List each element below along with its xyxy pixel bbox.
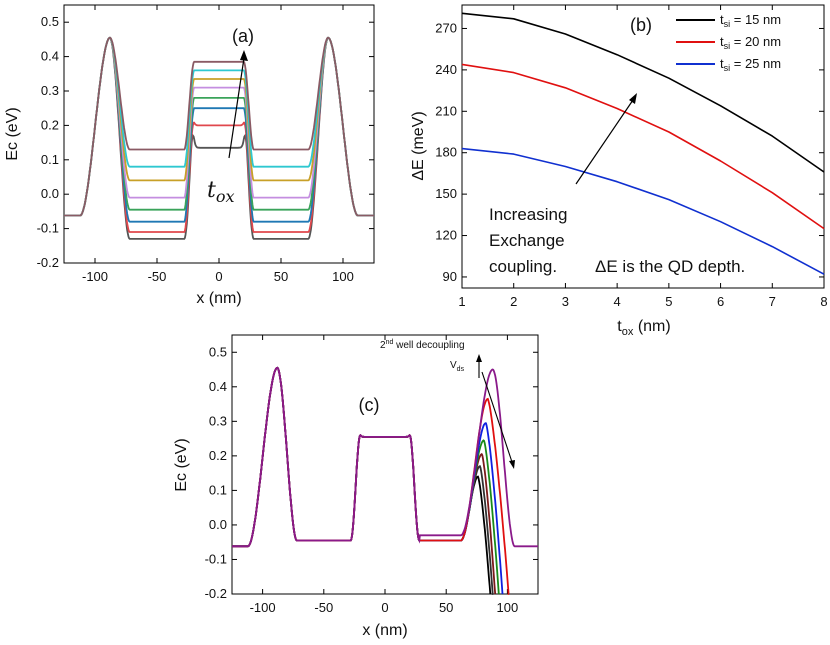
panel-b-annotation-line-1: Increasing	[489, 205, 567, 224]
panel-b: 1 2 3 4 5 6 7 8 90 120 150 180 210 240 2…	[410, 4, 828, 338]
panel-c-diag-arrowhead	[509, 460, 515, 469]
panel-b-series	[461, 12, 825, 275]
panel-b-series-line	[461, 63, 825, 230]
panel-c-ytick-label: 0.5	[209, 344, 227, 359]
panel-a-ytick-label: -0.2	[37, 255, 59, 270]
panel-c-ytick-label: -0.2	[205, 586, 227, 601]
panel-b-ytick-labels: 90 120 150 180 210 240 270	[435, 20, 457, 283]
panel-b-xtick-label: 8	[820, 294, 827, 309]
panel-b-ylabel: ΔE (meV)	[410, 111, 427, 180]
panel-c-xtick-label: -100	[250, 600, 276, 615]
panel-b-ytick-label: 150	[435, 186, 457, 201]
panel-a-ytick-label: 0.1	[41, 152, 59, 167]
legend-label-20nm: tsi = 20 nm	[720, 34, 781, 51]
panel-b-xtick-labels: 1 2 3 4 5 6 7 8	[458, 294, 827, 309]
panel-c-xtick-label: -50	[314, 600, 333, 615]
panel-c-xtick-labels: -100 -50 0 50 100	[250, 600, 519, 615]
panel-c-ytick-label: 0.3	[209, 413, 227, 428]
panel-b-arrowhead	[629, 93, 637, 104]
panel-b-xtick-label: 5	[665, 294, 672, 309]
panel-c-ytick-label: -0.1	[205, 551, 227, 566]
panel-c-xlabel: x (nm)	[362, 622, 407, 639]
panel-b-label: (b)	[630, 15, 652, 35]
panel-a-ytick-label: 0.5	[41, 14, 59, 29]
panel-b-frame	[461, 4, 825, 289]
panel-a-ytick-label: 0.2	[41, 117, 59, 132]
panel-b-annotation-line-2: Exchange	[489, 231, 565, 250]
panel-c-ticks	[232, 335, 538, 595]
panel-b-ticks	[461, 5, 825, 288]
panel-a-xtick-label: 50	[274, 269, 288, 284]
panel-a-xtick-label: -50	[148, 269, 167, 284]
panel-a-ytick-labels: -0.2 -0.1 0.0 0.1 0.2 0.3 0.4 0.5	[37, 14, 59, 270]
panel-a-ytick-label: 0.4	[41, 49, 59, 64]
panel-b-xtick-label: 1	[458, 294, 465, 309]
panel-a-xtick-labels: -100 -50 0 50 100	[82, 269, 354, 284]
panel-b-ytick-label: 120	[435, 228, 457, 243]
panel-c-ytick-labels: -0.2 -0.1 0.0 0.1 0.2 0.3 0.4 0.5	[205, 344, 227, 601]
panel-c-series-line	[232, 366, 538, 548]
panel-a-xlabel: x (nm)	[196, 290, 241, 307]
panel-a-tox-annotation: tox	[207, 178, 235, 206]
panel-c-ytick-label: 0.1	[209, 482, 227, 497]
panel-a-xtick-label: 0	[215, 269, 222, 284]
panel-b-xtick-label: 6	[717, 294, 724, 309]
panel-b-xlabel: tox (nm)	[617, 318, 670, 338]
panel-c-diag-arrow	[481, 371, 513, 463]
panel-c-xtick-label: 100	[497, 600, 519, 615]
panel-b-legend: tsi = 15 nm tsi = 20 nm tsi = 25 nm	[676, 12, 781, 73]
panel-b-ytick-label: 270	[435, 20, 457, 35]
panel-a-ytick-label: 0.3	[41, 83, 59, 98]
panel-b-note: ΔE is the QD depth.	[595, 257, 745, 276]
panel-a-series	[64, 36, 374, 240]
panel-c-xtick-label: 0	[381, 600, 388, 615]
panel-c-up-arrowhead	[476, 354, 482, 362]
panel-b-ytick-label: 180	[435, 145, 457, 160]
panel-a-series-line	[64, 36, 374, 240]
panel-b-xtick-label: 7	[769, 294, 776, 309]
panel-b-ytick-label: 240	[435, 62, 457, 77]
panel-c-ytick-label: 0.4	[209, 379, 227, 394]
panel-c-vds-label: Vds	[450, 360, 465, 373]
panel-b-arrow	[575, 99, 634, 185]
panel-a-ylabel: Ec (eV)	[4, 107, 21, 160]
panel-a-arrowhead	[240, 50, 248, 61]
panel-b-xtick-label: 3	[562, 294, 569, 309]
panel-a-frame	[63, 4, 375, 264]
panel-c-decoupling-note: 2nd well decoupling	[380, 339, 465, 351]
panel-a-arrow	[228, 57, 245, 159]
panel-b-ytick-label: 90	[443, 269, 457, 284]
panel-c: -100 -50 0 50 100 -0.2 -0.1 0.0 0.1 0.2 …	[173, 334, 539, 639]
panel-b-series-line	[461, 12, 825, 173]
panel-b-series-line	[461, 147, 825, 275]
panel-c-xtick-label: 50	[439, 600, 453, 615]
panel-a-series-line	[64, 36, 374, 217]
panel-b-xtick-label: 2	[510, 294, 517, 309]
panel-a-label: (a)	[232, 26, 254, 46]
panel-c-series	[232, 366, 538, 595]
panel-b-annotation-line-3: coupling.	[489, 257, 557, 276]
panel-c-ytick-label: 0.2	[209, 448, 227, 463]
panel-c-label: (c)	[359, 395, 380, 415]
panel-a: -100 -50 0 50 100 -0.2 -0.1 0.0 0.1 0.2 …	[4, 4, 375, 307]
panel-a-ytick-label: -0.1	[37, 221, 59, 236]
panel-a-ytick-label: 0.0	[41, 186, 59, 201]
panel-b-xtick-label: 4	[614, 294, 621, 309]
panel-a-xtick-label: 100	[332, 269, 354, 284]
panel-c-ytick-label: 0.0	[209, 517, 227, 532]
legend-label-25nm: tsi = 25 nm	[720, 56, 781, 73]
panel-c-ylabel: Ec (eV)	[173, 438, 190, 491]
legend-label-15nm: tsi = 15 nm	[720, 12, 781, 29]
panel-b-ytick-label: 210	[435, 103, 457, 118]
panel-a-grid-ticks	[64, 5, 374, 264]
panel-a-xtick-label: -100	[82, 269, 108, 284]
